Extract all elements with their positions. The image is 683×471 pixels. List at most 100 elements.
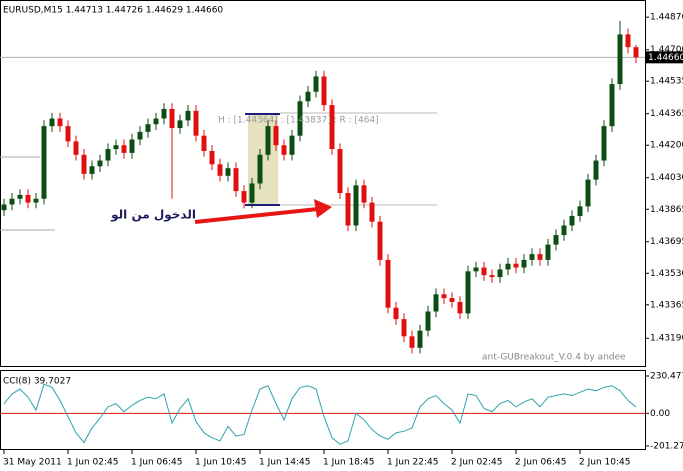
candle-body <box>625 34 631 48</box>
y-tick-label: 1.44535 <box>650 77 683 87</box>
candle-body <box>401 319 407 337</box>
x-tick-label: 1 Jun 14:45 <box>259 458 310 468</box>
candle-body <box>513 263 519 268</box>
y-tick-label: 1.43190 <box>650 334 683 344</box>
candle-body <box>217 164 223 176</box>
candle-body <box>241 191 247 203</box>
candle-body <box>505 263 511 270</box>
candle-body <box>329 105 335 150</box>
cci-title: CCI(8) 39.7027 <box>3 377 71 387</box>
candle-body <box>225 168 231 176</box>
candle-body <box>617 34 623 85</box>
x-tick-label: 2 Jun 10:45 <box>579 458 630 468</box>
price-layer <box>0 21 645 354</box>
candle-body <box>81 154 87 174</box>
candle-body <box>169 108 175 129</box>
candle-body <box>521 259 527 268</box>
candle-body <box>41 126 47 199</box>
candle-body <box>601 126 607 161</box>
candle-body <box>377 221 383 260</box>
candle-body <box>409 336 415 348</box>
cci-line <box>3 383 637 445</box>
candle-body <box>33 198 39 203</box>
candle-body <box>137 131 143 140</box>
candle-body <box>305 91 311 102</box>
candle-body <box>17 194 23 199</box>
candle-body <box>481 267 487 276</box>
x-tick-label: 1 Jun 18:45 <box>323 458 374 468</box>
candle-body <box>49 118 55 127</box>
candle-body <box>545 244 551 260</box>
candle-body <box>57 118 63 127</box>
cci-pane <box>0 370 646 450</box>
candle-body <box>561 225 567 236</box>
candle-body <box>145 124 151 132</box>
candle-body <box>25 194 31 203</box>
candle-body <box>209 150 215 165</box>
candle-body <box>201 135 207 151</box>
arrow-shaft <box>194 207 319 224</box>
y-tick-label: 1.44870 <box>650 13 683 23</box>
candle-body <box>593 160 599 180</box>
candle-body <box>353 185 359 226</box>
candle-body <box>289 135 295 155</box>
y-tick-label: 1.43695 <box>650 237 683 247</box>
y-tick-label: 0.00 <box>650 409 670 419</box>
candle-body <box>121 145 127 153</box>
candle-body <box>465 271 471 314</box>
candle-body <box>433 294 439 312</box>
candle-body <box>89 166 95 174</box>
current-price-box <box>646 51 683 64</box>
candle-body <box>385 259 391 308</box>
candle-body <box>529 254 535 260</box>
candle-body <box>65 126 71 142</box>
candle-body <box>425 311 431 331</box>
x-tick-label: 1 Jun 06:45 <box>131 458 182 468</box>
candle-body <box>321 76 327 106</box>
candle-body <box>193 110 199 136</box>
y-tick-label: -201.277 <box>650 442 683 452</box>
candle-body <box>177 120 183 129</box>
candle-body <box>161 108 167 119</box>
y-tick-label: 1.43865 <box>650 205 683 215</box>
x-tick-label: 2 Jun 06:45 <box>515 458 566 468</box>
candle-body <box>417 330 423 348</box>
candle-body <box>497 269 503 278</box>
y-tick-label: 1.44365 <box>650 109 683 119</box>
x-tick-label: 31 May 2011 <box>3 458 62 468</box>
candle-body <box>233 168 239 192</box>
candle-body <box>457 301 463 314</box>
candle-body <box>185 110 191 121</box>
y-tick-label: 230.4779 <box>650 372 683 382</box>
entry-note: الدخول من الو <box>110 208 196 223</box>
candle-body <box>153 118 159 125</box>
arrow <box>194 199 332 224</box>
candle-body <box>633 47 639 58</box>
candle-body <box>369 202 375 222</box>
y-tick-label: 1.43365 <box>650 300 683 310</box>
watermark: ant-GUBreakout_V.0.4 by andee <box>482 353 626 363</box>
candle-body <box>537 254 543 260</box>
candle-body <box>105 149 111 161</box>
candle-body <box>393 307 399 320</box>
x-tick-label: 2 Jun 02:45 <box>451 458 502 468</box>
candle-body <box>609 84 615 127</box>
candle-body <box>449 298 455 302</box>
candle-body <box>577 206 583 216</box>
main-pane <box>0 0 646 367</box>
x-tick-label: 1 Jun 10:45 <box>195 458 246 468</box>
candle-body <box>9 198 15 205</box>
candle-body <box>1 204 7 211</box>
candle-body <box>473 267 479 272</box>
arrow-head <box>314 199 332 218</box>
x-tick-label: 1 Jun 22:45 <box>387 458 438 468</box>
candle-body <box>249 183 255 203</box>
candle-body <box>489 275 495 278</box>
candle-body <box>265 126 271 155</box>
x-tick-label: 1 Jun 02:45 <box>67 458 118 468</box>
candle-body <box>345 193 351 226</box>
cci-layer <box>0 383 645 445</box>
y-tick-label: 1.44030 <box>650 173 683 183</box>
